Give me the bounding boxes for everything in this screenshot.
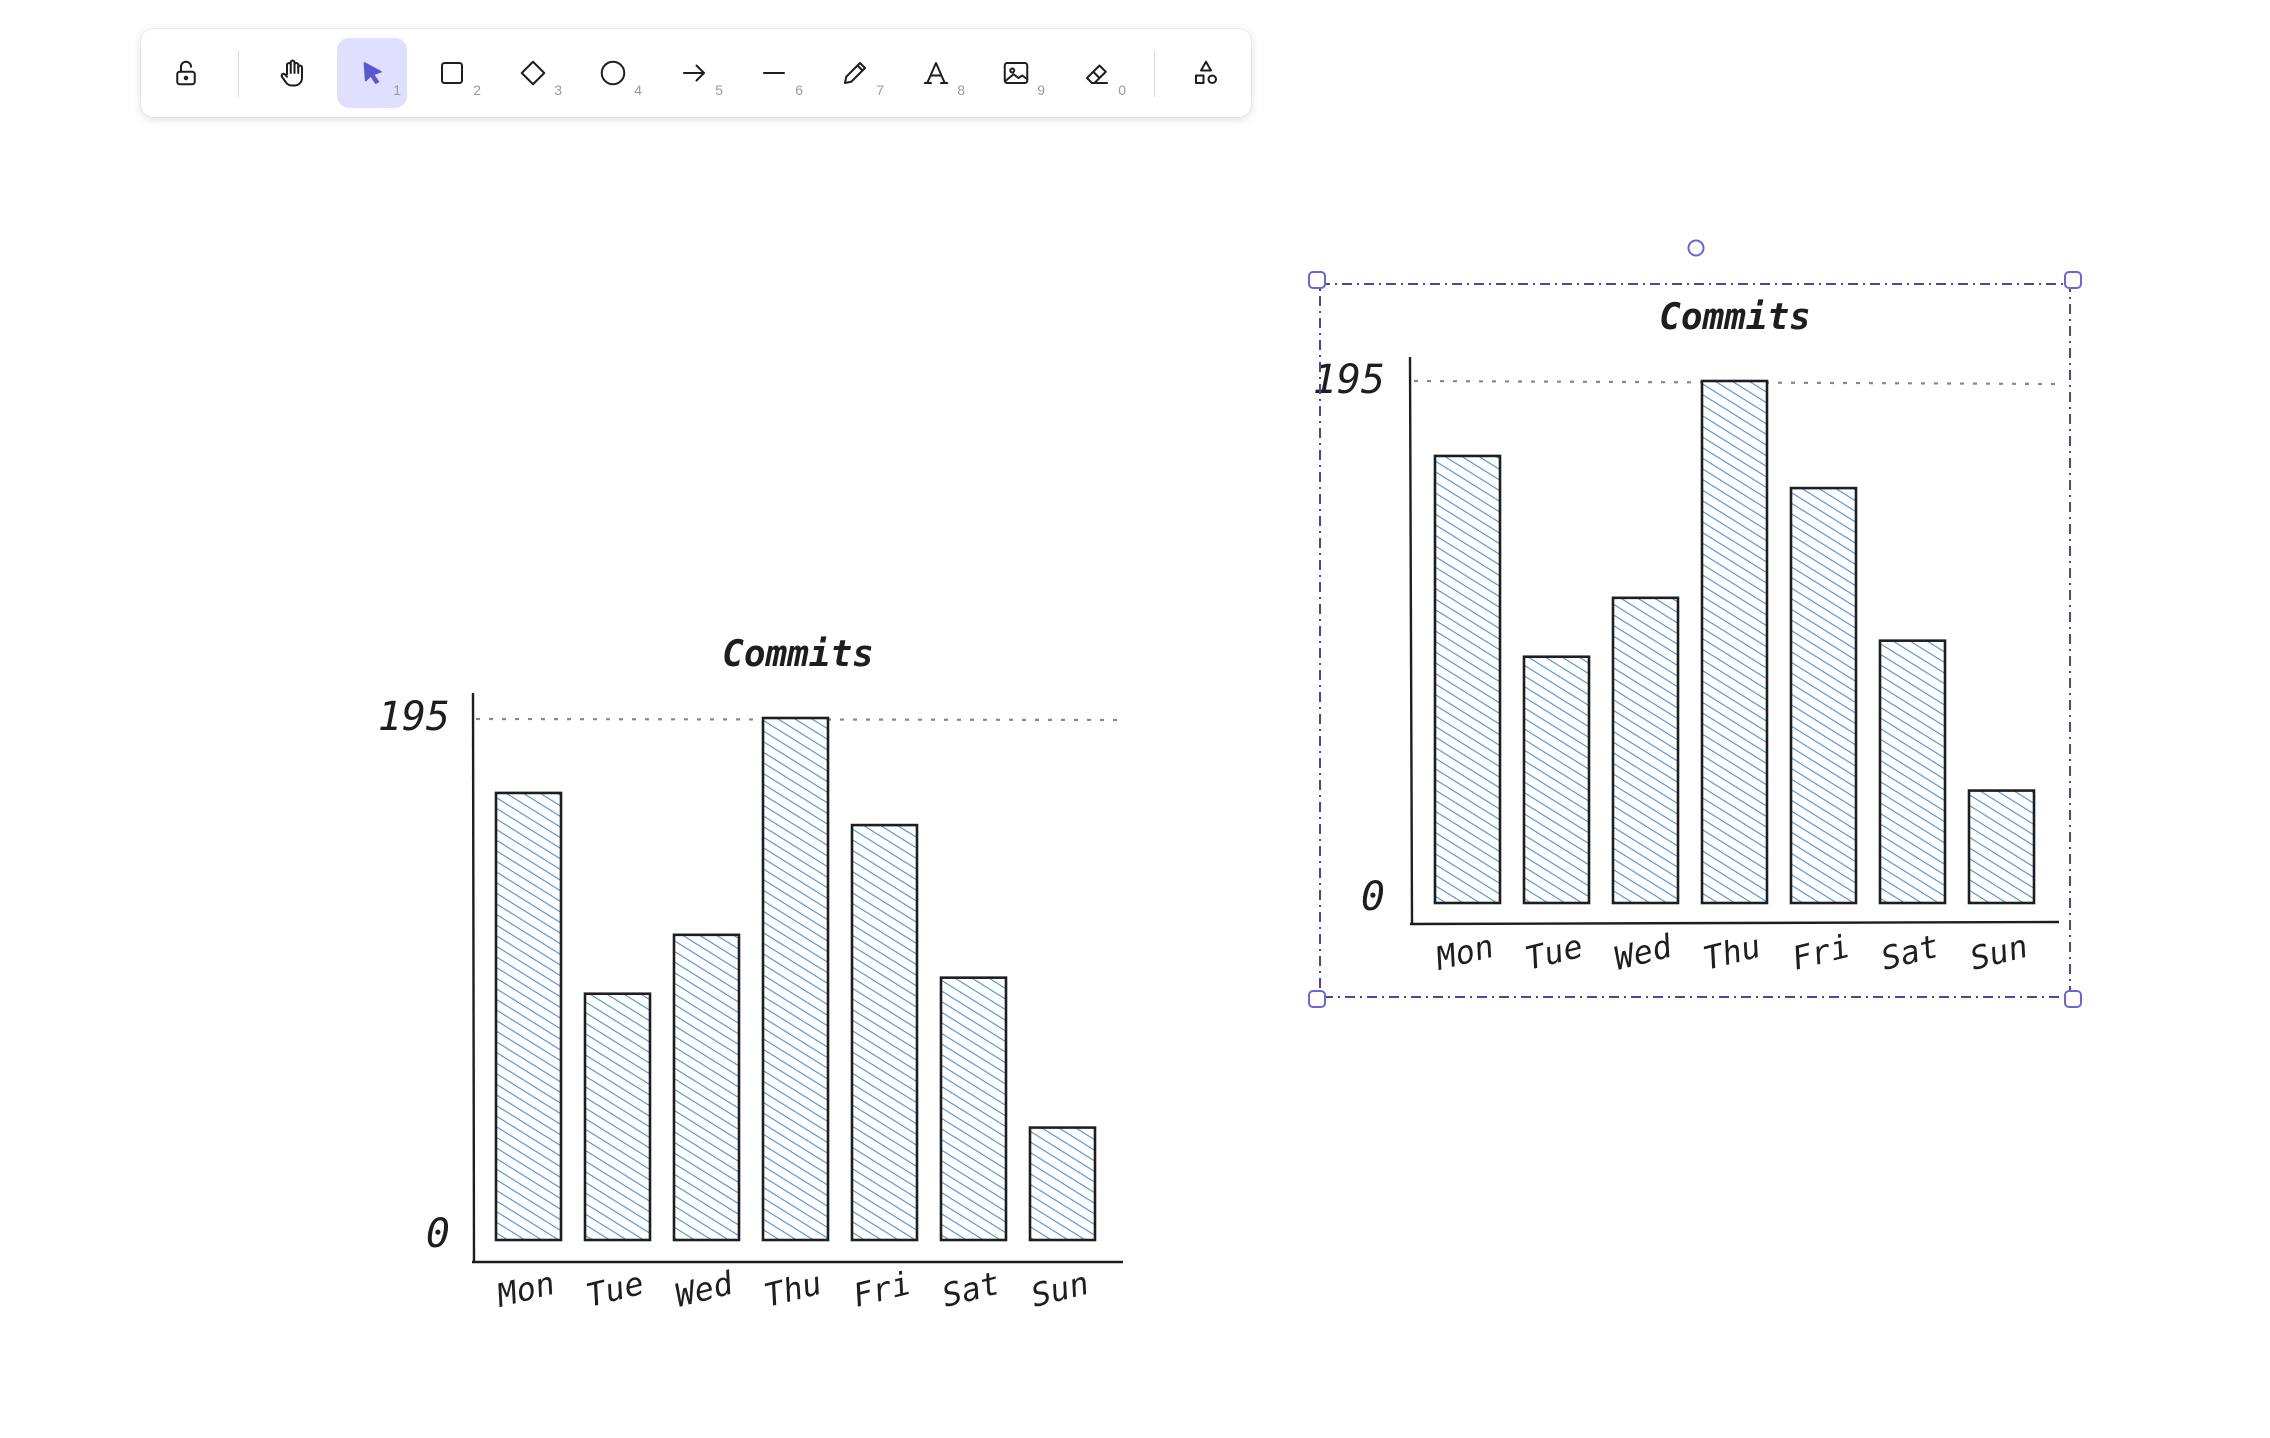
bar-sat [939,976,1008,1242]
bar-series [494,716,1097,1242]
pointer-icon [363,62,382,84]
shortcut-key: 0 [1118,82,1126,98]
arrow-tool-button[interactable]: 5 [659,38,729,108]
line-icon [763,72,785,74]
x-tick-label: Sat [1877,927,1942,978]
bar-sun [1967,789,2036,905]
toolbar-divider [238,51,239,97]
bar-wed [672,933,741,1242]
resize-handle-ne[interactable] [2064,271,2082,289]
x-axis-labels: Mon Tue Wed Thu Fri Sat Sun [492,1264,1092,1315]
bar-fri [850,823,919,1242]
commits-chart-selected[interactable]: Commits 195 0 Mon Tue Wed Thu Fri Sat Sun [1308,239,2082,1008]
x-tick-label: Wed [671,1264,737,1315]
pencil-icon [844,62,866,84]
x-axis [1409,920,2060,926]
lock-tool-button[interactable] [151,38,221,108]
draw-tool-button[interactable]: 7 [820,38,890,108]
x-tick-label: Fri [849,1264,914,1315]
shortcut-key: 7 [876,82,884,98]
eraser-icon [1086,64,1108,84]
shortcut-key: 8 [957,82,965,98]
y-axis [1408,356,1414,926]
shortcut-key: 9 [1037,82,1045,98]
shortcut-key: 4 [634,82,642,98]
x-tick-label: Mon [492,1264,558,1315]
image-icon [1003,62,1029,84]
shortcut-key: 6 [795,82,803,98]
text-tool-button[interactable]: 8 [901,38,971,108]
shortcut-key: 3 [554,82,562,98]
x-tick-label: Thu [760,1264,825,1315]
more-shapes-button[interactable] [1171,38,1241,108]
main-toolbar: 1 2 3 4 5 6 7 8 9 0 [141,29,1251,117]
y-axis-min-label: 0 [1361,874,1385,920]
commits-chart[interactable]: Commits 195 0 Mon Tue Wed Thu Fri Sat Sun [378,634,1123,1315]
x-tick-label: Wed [1610,927,1676,978]
x-tick-label: Sat [938,1264,1003,1315]
rectangle-tool-button[interactable]: 2 [417,38,487,108]
x-axis-labels: Mon Tue Wed Thu Fri Sat Sun [1431,927,2031,978]
rotate-handle[interactable] [1687,239,1705,257]
arrow-icon [683,64,705,82]
x-tick-label: Thu [1699,927,1764,978]
x-tick-label: Mon [1431,927,1497,978]
rectangle-icon [441,62,463,84]
y-axis [471,692,476,1263]
bar-fri [1789,486,1858,905]
unlock-icon [176,60,196,86]
bar-tue [1522,655,1591,905]
y-axis-max-label: 195 [378,694,450,740]
diamond-tool-button[interactable]: 3 [498,38,568,108]
x-tick-label: Sun [1027,1264,1092,1315]
image-tool-button[interactable]: 9 [981,38,1051,108]
selection-tool-button[interactable]: 1 [337,38,407,108]
resize-handle-nw[interactable] [1308,271,1326,289]
bar-tue [583,992,652,1242]
shapes-icon [1195,60,1217,84]
x-tick-label: Tue [582,1264,647,1315]
shortcut-key: 1 [393,82,401,98]
hand-icon [280,59,303,87]
ellipse-tool-button[interactable]: 4 [578,38,648,108]
eraser-tool-button[interactable]: 0 [1062,38,1132,108]
chart-title: Commits [722,634,874,675]
text-icon [923,62,949,84]
resize-handle-se[interactable] [2064,990,2082,1008]
bar-mon [1433,454,1502,905]
shortcut-key: 2 [473,82,481,98]
toolbar-divider [1154,51,1155,97]
line-tool-button[interactable]: 6 [739,38,809,108]
diamond-icon [520,60,546,86]
y-axis-min-label: 0 [426,1211,450,1257]
shortcut-key: 5 [715,82,723,98]
chart-title: Commits [1659,297,1811,338]
bar-wed [1611,596,1680,905]
y-axis-max-label: 195 [1313,357,1385,403]
hand-tool-button[interactable] [257,38,327,108]
bar-thu [1700,379,1769,905]
max-gridline [1413,379,2057,386]
selection-box [1319,283,2071,998]
resize-handle-sw[interactable] [1308,990,1326,1008]
bar-sat [1878,639,1947,905]
x-tick-label: Sun [1966,927,2031,978]
x-tick-label: Tue [1521,927,1586,978]
x-tick-label: Fri [1788,927,1853,978]
bar-thu [761,716,830,1242]
max-gridline [475,717,1121,722]
bar-sun [1028,1126,1097,1242]
bar-series [1433,379,2036,905]
circle-icon [600,60,626,86]
bar-mon [494,791,563,1242]
